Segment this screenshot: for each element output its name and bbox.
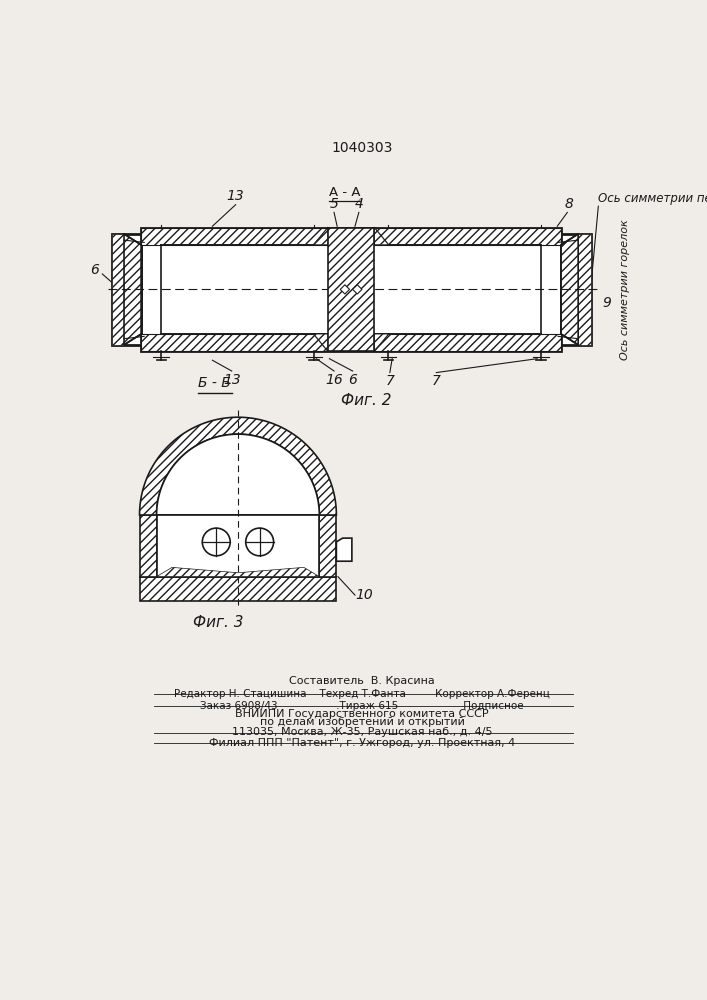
Text: Составитель  В. Красина: Составитель В. Красина bbox=[289, 676, 435, 686]
Bar bbox=[156, 515, 320, 577]
Bar bbox=[112, 234, 141, 345]
Text: Ось симметрии печи: Ось симметрии печи bbox=[598, 192, 707, 205]
Text: ВНИИПИ Государственного комитета СССР: ВНИИПИ Государственного комитета СССР bbox=[235, 709, 489, 719]
Text: 7: 7 bbox=[385, 374, 395, 388]
Bar bbox=[578, 234, 590, 345]
Bar bbox=[139, 577, 337, 601]
Bar bbox=[141, 228, 561, 245]
Bar bbox=[141, 334, 561, 351]
Text: Фиг. 2: Фиг. 2 bbox=[341, 393, 392, 408]
Text: 113035, Москва, Ж-35, Раушская наб., д. 4/5: 113035, Москва, Ж-35, Раушская наб., д. … bbox=[232, 727, 492, 737]
Text: Редактор Н. Стацишина    Техред Т.Фанта         Корректор А.Ференц: Редактор Н. Стацишина Техред Т.Фанта Кор… bbox=[174, 689, 550, 699]
Text: 16: 16 bbox=[325, 373, 343, 387]
Text: 1040303: 1040303 bbox=[332, 141, 392, 155]
Bar bbox=[328, 228, 374, 351]
Polygon shape bbox=[561, 234, 578, 345]
Bar bbox=[561, 234, 590, 345]
Bar bbox=[320, 515, 337, 577]
Text: 7: 7 bbox=[432, 374, 440, 388]
Text: по делам изобретений и открытий: по делам изобретений и открытий bbox=[259, 717, 464, 727]
Polygon shape bbox=[156, 567, 320, 577]
Polygon shape bbox=[374, 334, 388, 351]
Text: 9: 9 bbox=[602, 296, 611, 310]
Bar bbox=[141, 228, 561, 351]
Text: Заказ 6908/43                  .Тираж 615                    Подписное: Заказ 6908/43 .Тираж 615 Подписное bbox=[200, 701, 524, 711]
Text: 4: 4 bbox=[354, 197, 363, 211]
Text: 6: 6 bbox=[349, 373, 357, 387]
Text: Филиал ППП "Патент", г. Ужгород, ул. Проектная, 4: Филиал ППП "Патент", г. Ужгород, ул. Про… bbox=[209, 738, 515, 748]
Polygon shape bbox=[353, 285, 362, 294]
Polygon shape bbox=[124, 234, 141, 345]
Polygon shape bbox=[374, 228, 388, 245]
Polygon shape bbox=[340, 285, 349, 294]
Text: 5: 5 bbox=[329, 197, 339, 211]
Text: 6: 6 bbox=[90, 263, 99, 277]
Text: 13: 13 bbox=[223, 373, 240, 387]
Text: Б - Б: Б - Б bbox=[199, 376, 231, 390]
Text: Фиг. 3: Фиг. 3 bbox=[193, 615, 244, 630]
Polygon shape bbox=[314, 334, 328, 351]
Text: 10: 10 bbox=[356, 588, 373, 602]
Polygon shape bbox=[337, 538, 352, 561]
Polygon shape bbox=[314, 228, 328, 245]
Bar bbox=[112, 234, 124, 345]
Text: Ось симметрии горелок: Ось симметрии горелок bbox=[621, 219, 631, 360]
Polygon shape bbox=[139, 417, 337, 515]
Text: А - А: А - А bbox=[329, 186, 361, 199]
Text: 13: 13 bbox=[227, 189, 245, 203]
Text: 8: 8 bbox=[565, 197, 574, 211]
Bar bbox=[139, 515, 156, 577]
Polygon shape bbox=[156, 434, 320, 515]
